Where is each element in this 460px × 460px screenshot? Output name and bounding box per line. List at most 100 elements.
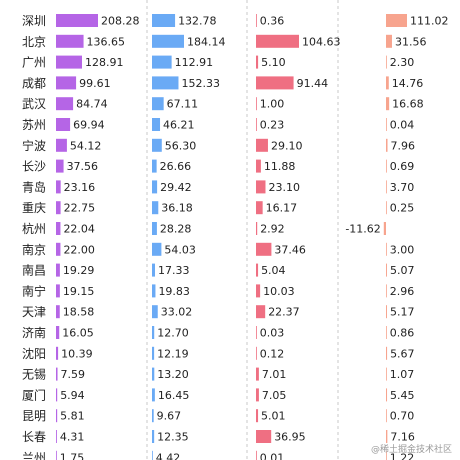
data-label: 10.39 bbox=[61, 347, 93, 360]
data-label: 13.20 bbox=[157, 368, 189, 381]
data-label: 23.16 bbox=[64, 181, 96, 194]
bar bbox=[152, 450, 153, 460]
watermark: @稀土掘金技术社区 bbox=[370, 445, 452, 455]
data-label: 104.63 bbox=[302, 35, 341, 48]
category-label: 南宁 bbox=[22, 283, 46, 298]
bar bbox=[256, 326, 257, 339]
bar bbox=[152, 138, 162, 152]
data-label: 12.19 bbox=[157, 347, 189, 360]
data-label: 136.65 bbox=[87, 35, 126, 48]
data-label: 132.78 bbox=[178, 15, 217, 28]
data-label: 0.69 bbox=[390, 160, 415, 173]
data-label: 28.28 bbox=[160, 223, 192, 236]
category-label: 南昌 bbox=[22, 263, 46, 278]
data-label: 184.14 bbox=[187, 35, 226, 48]
data-label: 152.33 bbox=[181, 77, 220, 90]
bar bbox=[386, 159, 387, 173]
data-label: 0.03 bbox=[260, 327, 285, 340]
bar bbox=[386, 346, 388, 360]
bar bbox=[152, 34, 184, 48]
data-label: 36.95 bbox=[274, 431, 306, 444]
data-label: 16.17 bbox=[266, 202, 298, 215]
category-label: 重庆 bbox=[22, 201, 46, 215]
data-label: 18.58 bbox=[63, 306, 95, 319]
data-label: 9.67 bbox=[157, 410, 182, 423]
data-label: 2.96 bbox=[390, 285, 415, 298]
bar bbox=[386, 284, 387, 298]
data-label: 31.56 bbox=[395, 35, 427, 48]
data-label: 12.35 bbox=[157, 431, 189, 444]
data-label: 23.10 bbox=[268, 181, 300, 194]
bar bbox=[152, 326, 155, 339]
bar bbox=[152, 222, 157, 235]
bar bbox=[256, 242, 272, 256]
bar bbox=[152, 14, 176, 27]
data-label: 5.04 bbox=[261, 264, 286, 277]
bar bbox=[56, 326, 60, 339]
category-label: 昆明 bbox=[22, 409, 46, 423]
bar bbox=[386, 242, 387, 256]
data-label: 0.23 bbox=[260, 119, 285, 132]
bar bbox=[152, 159, 157, 173]
data-label: 46.21 bbox=[163, 119, 195, 132]
bar bbox=[56, 34, 84, 48]
data-label: 36.18 bbox=[161, 202, 193, 215]
bar bbox=[152, 305, 158, 319]
bar bbox=[56, 263, 60, 277]
data-label: -11.62 bbox=[345, 223, 380, 236]
bar bbox=[256, 263, 259, 277]
data-label: 29.10 bbox=[271, 139, 303, 152]
data-label: 22.04 bbox=[63, 223, 95, 236]
bar bbox=[386, 138, 388, 152]
data-label: 16.05 bbox=[62, 327, 94, 340]
data-label: 17.33 bbox=[158, 264, 190, 277]
bar bbox=[152, 55, 172, 69]
data-label: 0.36 bbox=[260, 15, 285, 28]
bar bbox=[256, 430, 272, 443]
bar bbox=[256, 409, 259, 423]
data-label: 0.04 bbox=[390, 119, 415, 132]
data-label: 0.25 bbox=[390, 202, 415, 215]
bar bbox=[256, 55, 259, 69]
category-label: 长春 bbox=[22, 430, 46, 444]
data-label: 1.75 bbox=[60, 451, 85, 460]
bar bbox=[56, 97, 74, 111]
bar bbox=[256, 118, 257, 131]
data-label: 2.92 bbox=[260, 223, 285, 236]
category-label: 南京 bbox=[22, 242, 46, 257]
data-label: 5.01 bbox=[261, 410, 286, 423]
data-label: 5.07 bbox=[390, 264, 415, 277]
data-label: 11.88 bbox=[264, 160, 296, 173]
bar bbox=[386, 97, 390, 111]
bar bbox=[152, 346, 155, 360]
data-label: 54.12 bbox=[70, 139, 102, 152]
bar bbox=[256, 76, 294, 90]
bar bbox=[386, 76, 389, 90]
category-label: 成都 bbox=[22, 76, 46, 90]
data-label: 84.74 bbox=[76, 98, 108, 111]
bar bbox=[152, 180, 158, 194]
data-label: 19.83 bbox=[158, 285, 190, 298]
bar bbox=[56, 409, 58, 423]
data-label: 3.00 bbox=[390, 243, 415, 256]
bar bbox=[152, 242, 162, 256]
category-label: 沈阳 bbox=[22, 346, 46, 361]
data-label: 112.91 bbox=[175, 56, 214, 69]
bar bbox=[386, 34, 392, 48]
data-label: 0.86 bbox=[390, 327, 415, 340]
data-label: 5.94 bbox=[60, 389, 84, 402]
data-label: 7.01 bbox=[262, 368, 287, 381]
bar bbox=[152, 201, 159, 215]
data-label: 4.31 bbox=[60, 431, 84, 444]
bar bbox=[56, 222, 61, 235]
bar bbox=[152, 367, 155, 381]
data-label: 19.29 bbox=[63, 264, 95, 277]
bar bbox=[56, 138, 67, 152]
bar bbox=[256, 180, 266, 194]
category-label: 杭州 bbox=[22, 221, 46, 236]
bar bbox=[386, 263, 387, 277]
data-label: 67.11 bbox=[167, 98, 199, 111]
bar bbox=[386, 14, 407, 27]
data-label: 29.42 bbox=[160, 181, 192, 194]
